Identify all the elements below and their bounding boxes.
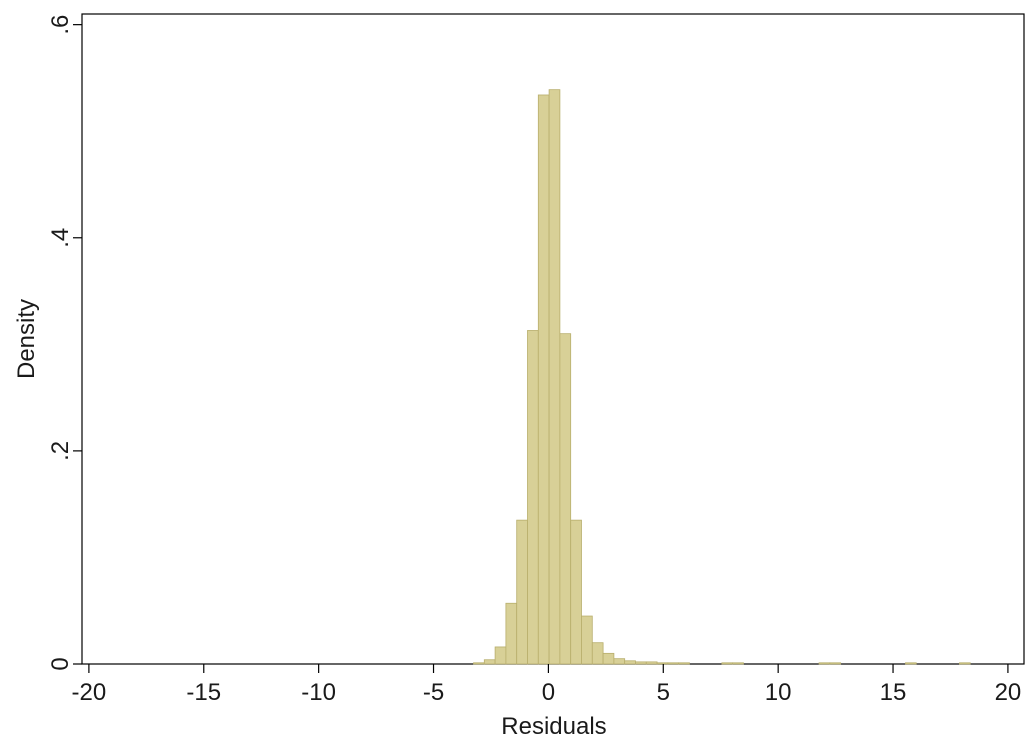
y-axis-title: Density [13,299,40,379]
histogram-bar [959,662,971,665]
histogram-bar [829,662,842,665]
y-tick-label: 0 [47,657,74,670]
histogram-bar [905,662,917,665]
histogram-bar [721,662,734,665]
histogram-bar [473,662,485,665]
histogram-bar [581,615,593,665]
histogram-bar [656,662,669,665]
histogram-bar [548,89,561,665]
x-tick-label: 15 [880,679,907,706]
histogram-bar [505,602,518,665]
histogram-bar [613,658,626,665]
x-tick-label: 0 [542,679,555,706]
x-axis-title: Residuals [501,713,606,738]
x-tick-label: 10 [765,679,792,706]
histogram-bar [591,642,604,665]
y-tick-label: .6 [47,15,74,35]
histogram-bar [494,646,507,665]
histogram-bar [537,94,550,665]
histogram-bar [645,661,658,665]
histogram-bar [678,662,690,665]
histogram-bars [473,89,971,665]
x-tick-label: 20 [995,679,1022,706]
x-tick-label: -10 [301,679,336,706]
histogram-bar [516,519,528,665]
histogram-bar [483,659,496,665]
y-axis: 0 .2 .4 .6 [47,15,82,671]
y-tick-label: .2 [47,441,74,461]
histogram-bar [559,333,572,665]
histogram-bar [732,662,744,665]
histogram-bar [624,660,636,665]
histogram-bar [667,662,680,665]
histogram-bar [570,519,582,665]
y-tick-label: .4 [47,228,74,248]
x-tick-label: -15 [186,679,221,706]
histogram-bar [635,661,647,665]
histogram-bar [527,330,539,665]
x-tick-label: -20 [72,679,107,706]
x-tick-label: -5 [423,679,444,706]
x-axis: -20 -15 -10 -5 0 5 10 15 20 [72,664,1022,706]
histogram-bar [818,662,831,665]
histogram-bar [602,652,615,665]
x-tick-label: 5 [657,679,670,706]
